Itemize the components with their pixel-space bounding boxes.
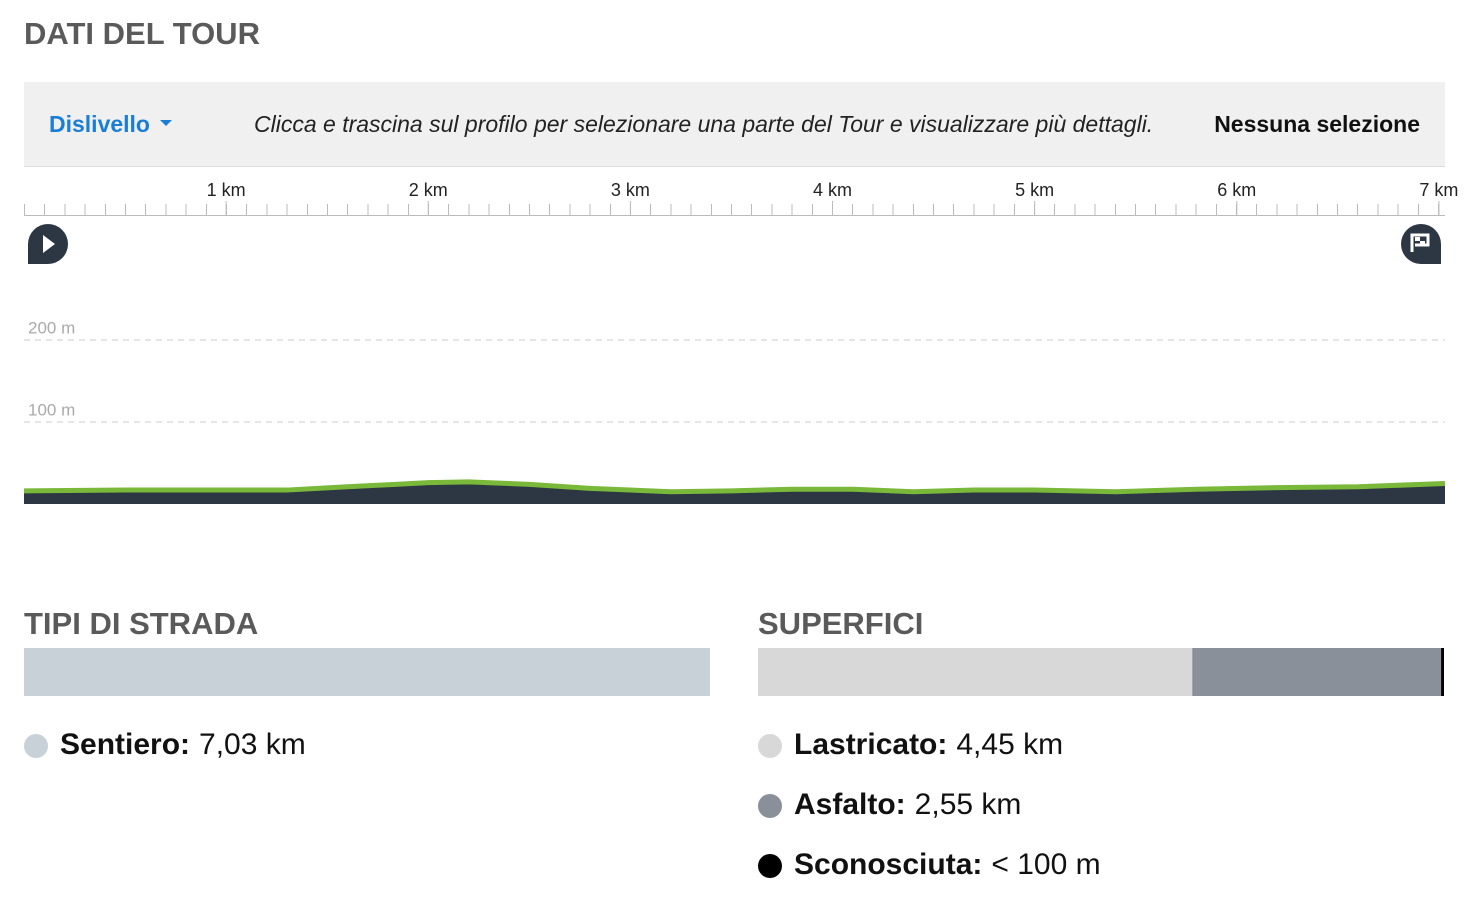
x-tick-label: 2 km: [409, 180, 448, 200]
elevation-line: [23, 479, 1446, 495]
legend-value: 7,03 km: [199, 728, 306, 761]
section-title: DATI DEL TOUR: [24, 16, 260, 51]
finish-icon: [1401, 224, 1441, 264]
legend-entry: Lastricato: 4,45 km: [794, 728, 1063, 761]
legend-entry: Asfalto: 2,55 km: [794, 788, 1021, 821]
legend-dot: [758, 854, 782, 878]
hint: Clicca e trascina sul profilo per selezi…: [254, 111, 1153, 137]
dropdown[interactable]: Dislivello: [49, 111, 150, 137]
legend-entry: Sentiero: 7,03 km: [60, 728, 306, 761]
section-title: TIPI DI STRADA: [24, 606, 258, 641]
legend-value: 2,55 km: [915, 788, 1022, 821]
x-tick-label: 3 km: [611, 180, 650, 200]
legend-name: Sentiero:: [60, 728, 190, 761]
selection-status: Nessuna selezione: [1214, 111, 1420, 137]
legend-name: Asfalto:: [794, 788, 906, 821]
section-title: SUPERFICI: [758, 606, 923, 641]
legend-dot: [758, 794, 782, 818]
legend-value: < 100 m: [991, 848, 1100, 881]
x-tick-label: 6 km: [1217, 180, 1256, 200]
start-icon: [28, 224, 68, 264]
legend-dot: [24, 734, 48, 758]
legend-name: Sconosciuta:: [794, 848, 982, 881]
legend-entry: Sconosciuta: < 100 m: [794, 848, 1101, 881]
minor-ticks: [24, 204, 1445, 216]
bar-segment: [758, 648, 1193, 696]
bar-segment: [1441, 648, 1444, 696]
dropdown-caret[interactable]: [160, 120, 172, 126]
y-tick-label: 100 m: [28, 400, 75, 419]
y-tick-label: 200 m: [28, 318, 75, 337]
x-tick-label: 1 km: [207, 180, 246, 200]
x-tick-label: 4 km: [813, 180, 852, 200]
legend-dot: [758, 734, 782, 758]
x-tick-label: 5 km: [1015, 180, 1054, 200]
bar-segment: [24, 648, 710, 696]
toolbar: [24, 82, 1445, 166]
legend-value: 4,45 km: [956, 728, 1063, 761]
legend-name: Lastricato:: [794, 728, 947, 761]
x-tick-label: 7 km: [1419, 180, 1458, 200]
bar-segment: [1192, 648, 1442, 696]
